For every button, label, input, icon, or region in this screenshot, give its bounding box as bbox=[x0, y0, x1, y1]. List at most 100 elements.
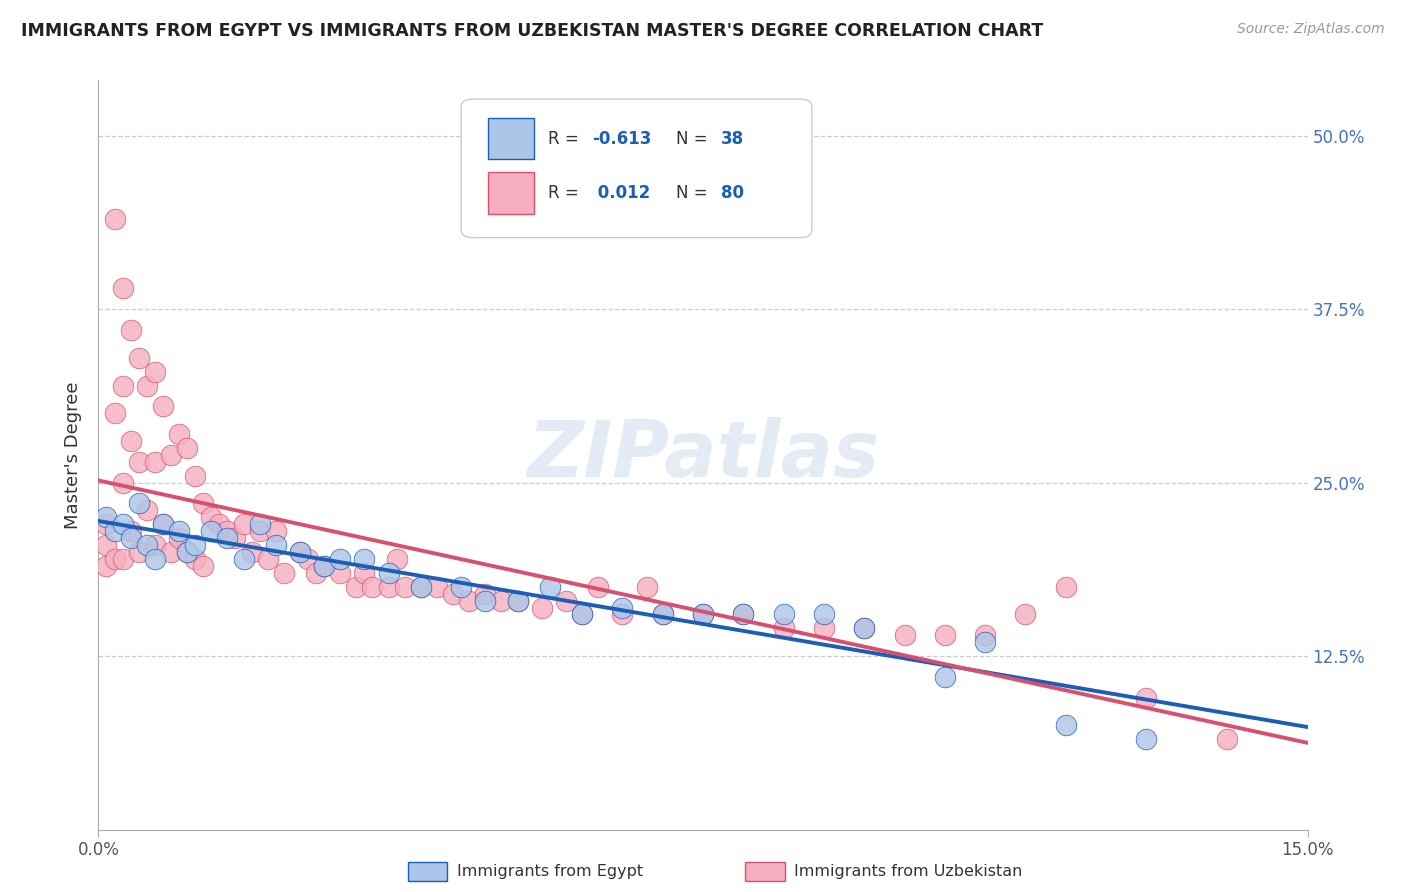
Point bbox=[96, 517, 118, 532]
Point bbox=[612, 600, 634, 615]
Text: -0.613: -0.613 bbox=[592, 129, 651, 148]
Point bbox=[314, 558, 336, 573]
Text: Immigrants from Uzbekistan: Immigrants from Uzbekistan bbox=[794, 864, 1022, 879]
Point bbox=[1135, 732, 1157, 747]
Point bbox=[441, 587, 464, 601]
Text: 0.012: 0.012 bbox=[592, 184, 650, 202]
Point bbox=[474, 587, 496, 601]
Text: R =: R = bbox=[548, 184, 585, 202]
Point bbox=[128, 496, 150, 510]
Point bbox=[135, 378, 157, 392]
Text: Immigrants from Egypt: Immigrants from Egypt bbox=[457, 864, 643, 879]
Point bbox=[385, 552, 408, 566]
Point bbox=[96, 538, 118, 552]
FancyBboxPatch shape bbox=[461, 99, 811, 237]
Text: R =: R = bbox=[548, 129, 585, 148]
FancyBboxPatch shape bbox=[488, 172, 534, 214]
Point bbox=[193, 558, 215, 573]
Point bbox=[200, 510, 222, 524]
Point bbox=[612, 607, 634, 622]
Point bbox=[377, 580, 399, 594]
Point bbox=[733, 607, 755, 622]
Point bbox=[586, 580, 609, 594]
Point bbox=[772, 607, 794, 622]
Point bbox=[692, 607, 714, 622]
Point bbox=[200, 524, 222, 539]
Point bbox=[934, 628, 956, 642]
Text: IMMIGRANTS FROM EGYPT VS IMMIGRANTS FROM UZBEKISTAN MASTER'S DEGREE CORRELATION : IMMIGRANTS FROM EGYPT VS IMMIGRANTS FROM… bbox=[21, 22, 1043, 40]
Point bbox=[160, 545, 183, 559]
Point bbox=[538, 580, 561, 594]
Point bbox=[361, 580, 384, 594]
Point bbox=[426, 580, 449, 594]
Text: N =: N = bbox=[676, 184, 713, 202]
Point bbox=[571, 607, 593, 622]
Point bbox=[893, 628, 915, 642]
Point bbox=[1014, 607, 1036, 622]
Point bbox=[329, 566, 352, 580]
Point bbox=[152, 517, 174, 532]
Text: 80: 80 bbox=[721, 184, 744, 202]
Point bbox=[506, 593, 529, 607]
Point bbox=[636, 580, 658, 594]
Point bbox=[692, 607, 714, 622]
Point bbox=[96, 558, 118, 573]
Point bbox=[974, 628, 997, 642]
Point bbox=[344, 580, 367, 594]
Point bbox=[314, 558, 336, 573]
Point bbox=[974, 635, 997, 649]
Point bbox=[530, 600, 553, 615]
Point bbox=[111, 517, 134, 532]
Point bbox=[249, 517, 271, 532]
Text: ZIPatlas: ZIPatlas bbox=[527, 417, 879, 493]
Point bbox=[329, 552, 352, 566]
Point bbox=[167, 524, 190, 539]
Point bbox=[167, 427, 190, 442]
Point bbox=[555, 593, 578, 607]
Point bbox=[506, 593, 529, 607]
Text: N =: N = bbox=[676, 129, 713, 148]
Point bbox=[394, 580, 416, 594]
Point bbox=[409, 580, 432, 594]
Point bbox=[143, 365, 166, 379]
Point bbox=[305, 566, 328, 580]
Point bbox=[232, 552, 254, 566]
Point bbox=[651, 607, 673, 622]
Point bbox=[934, 670, 956, 684]
Point bbox=[474, 593, 496, 607]
Point bbox=[160, 448, 183, 462]
Point bbox=[111, 378, 134, 392]
Point bbox=[103, 212, 125, 227]
Point bbox=[152, 517, 174, 532]
Point bbox=[353, 552, 375, 566]
Point bbox=[135, 503, 157, 517]
Point bbox=[491, 593, 513, 607]
Point bbox=[208, 517, 231, 532]
Point bbox=[853, 621, 876, 635]
Point bbox=[733, 607, 755, 622]
Point bbox=[288, 545, 311, 559]
Point bbox=[1054, 718, 1077, 732]
Text: Source: ZipAtlas.com: Source: ZipAtlas.com bbox=[1237, 22, 1385, 37]
Point bbox=[143, 552, 166, 566]
Text: 38: 38 bbox=[721, 129, 744, 148]
Point bbox=[240, 545, 263, 559]
Point bbox=[96, 510, 118, 524]
Point bbox=[297, 552, 319, 566]
Point bbox=[772, 621, 794, 635]
Point bbox=[353, 566, 375, 580]
Point bbox=[103, 406, 125, 420]
Point bbox=[152, 400, 174, 414]
Point bbox=[120, 524, 142, 539]
Point bbox=[176, 545, 198, 559]
Point bbox=[184, 468, 207, 483]
Point bbox=[1054, 580, 1077, 594]
Point bbox=[103, 524, 125, 539]
Point bbox=[264, 538, 287, 552]
Point bbox=[184, 552, 207, 566]
Point bbox=[264, 524, 287, 539]
Point bbox=[450, 580, 472, 594]
Point bbox=[143, 455, 166, 469]
Point bbox=[1216, 732, 1239, 747]
FancyBboxPatch shape bbox=[488, 118, 534, 159]
